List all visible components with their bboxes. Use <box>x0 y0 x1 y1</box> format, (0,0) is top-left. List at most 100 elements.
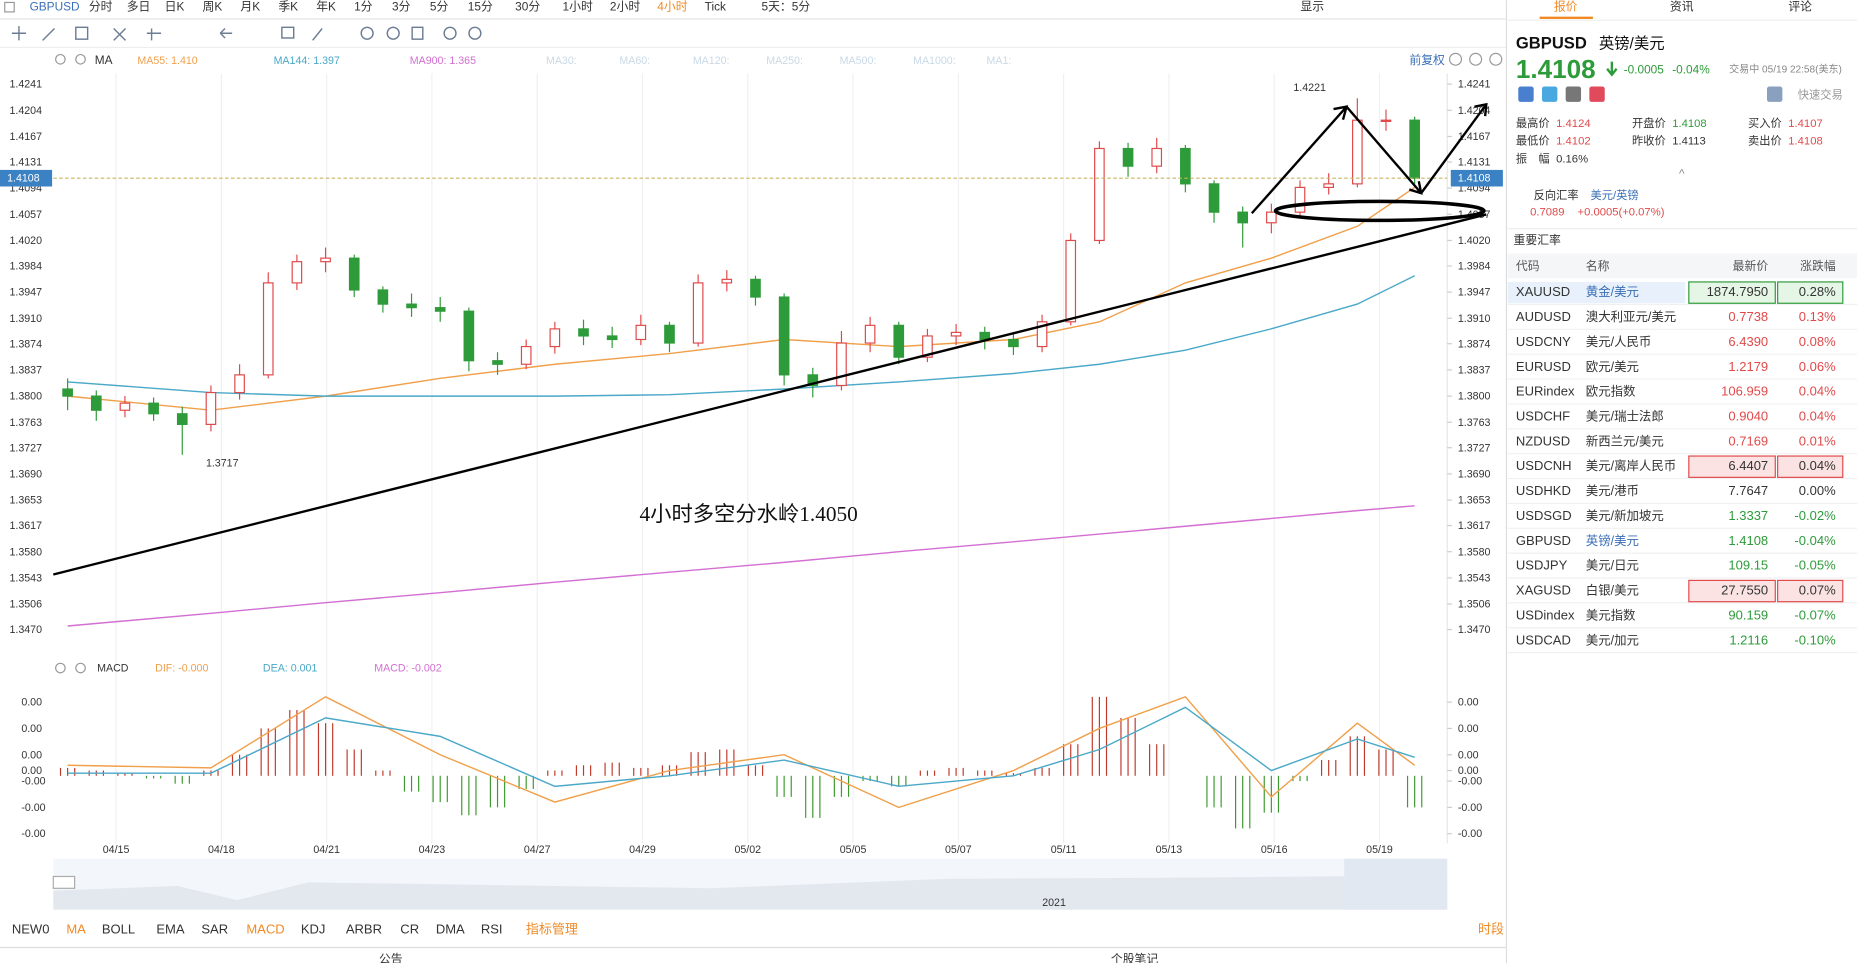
table-header-bg <box>1507 253 1857 279</box>
period-tab[interactable]: 分时 <box>89 0 113 14</box>
footer-tab[interactable]: 公告 <box>379 952 403 963</box>
row-code[interactable]: EURUSD <box>1516 359 1571 374</box>
symbol[interactable]: GBPUSD <box>30 0 80 14</box>
tool-icon[interactable] <box>468 26 482 40</box>
reverse-pair[interactable]: 美元/英镑 <box>1591 188 1639 202</box>
indicator-tab[interactable]: CR <box>400 921 419 936</box>
y-tick-label: 1.4131 <box>1458 156 1491 168</box>
tool-icon[interactable] <box>146 28 162 41</box>
drawing-tools[interactable] <box>11 26 482 41</box>
symbol: GBPUSD <box>1516 34 1587 53</box>
row-code[interactable]: GBPUSD <box>1516 533 1571 548</box>
period-tab[interactable]: 1小时 <box>563 0 593 14</box>
period-tab[interactable]: 5分 <box>430 0 449 14</box>
y-tick-label: 1.3506 <box>9 599 42 611</box>
column-header: 涨跌幅 <box>1800 259 1836 273</box>
quote-icons[interactable] <box>1518 86 1783 102</box>
row-code[interactable]: USDCNH <box>1516 458 1572 473</box>
y-tick-label: 1.3837 <box>1458 364 1491 376</box>
tool-icon[interactable] <box>443 26 457 40</box>
session-button[interactable]: 时段 <box>1478 921 1504 936</box>
row-code[interactable]: USDCHF <box>1516 409 1570 424</box>
period-tab[interactable]: 5天：5分 <box>762 0 811 14</box>
period-tab[interactable]: 季K <box>278 0 298 14</box>
side-tab[interactable]: 评论 <box>1788 0 1812 14</box>
close-icon[interactable] <box>75 662 86 674</box>
indicator-tab[interactable]: BOLL <box>102 921 135 936</box>
tool-icon[interactable] <box>386 26 400 40</box>
tool-icon[interactable] <box>42 27 55 41</box>
indicator-manage[interactable]: 指标管理 <box>526 921 578 936</box>
period-tab[interactable]: 30分 <box>515 0 540 14</box>
close-icon[interactable] <box>75 53 86 65</box>
minimize-icon[interactable] <box>1469 52 1483 66</box>
tool-icon[interactable] <box>281 26 295 39</box>
period-tab[interactable]: 3分 <box>392 0 411 14</box>
tool-icon[interactable] <box>360 26 374 40</box>
period-tab[interactable]: 月K <box>240 0 260 14</box>
period-tab[interactable]: 年K <box>316 0 336 14</box>
row-code[interactable]: XAGUSD <box>1516 583 1571 598</box>
candle-body <box>62 388 73 397</box>
row-code[interactable]: EURindex <box>1516 384 1575 399</box>
icon[interactable] <box>1565 86 1582 102</box>
row-code[interactable]: NZDUSD <box>1516 433 1570 448</box>
tool-icon[interactable] <box>219 27 233 39</box>
footer-tab[interactable]: 个股笔记 <box>1111 952 1158 963</box>
indicator-tab[interactable]: EMA <box>156 921 185 936</box>
row-change: -0.10% <box>1794 632 1836 647</box>
indicator-tab[interactable]: KDJ <box>301 921 326 936</box>
tool-icon[interactable] <box>312 28 323 41</box>
tool-icon[interactable] <box>11 26 27 41</box>
collapse-caret[interactable]: ^ <box>1679 167 1685 181</box>
row-code[interactable]: AUDUSD <box>1516 309 1571 324</box>
panel-controls[interactable] <box>55 52 1503 674</box>
row-code[interactable]: XAUUSD <box>1516 284 1570 299</box>
collapse-icon[interactable] <box>1449 52 1463 66</box>
period-tab[interactable]: 4小时 <box>657 0 687 14</box>
period-tab[interactable]: 日K <box>165 0 185 14</box>
indicator-tab[interactable]: RSI <box>481 921 503 936</box>
overview-window[interactable] <box>1344 858 1448 910</box>
row-code[interactable]: USDindex <box>1516 607 1575 622</box>
settings-icon[interactable] <box>55 662 66 674</box>
overview-handle[interactable] <box>52 875 76 889</box>
indicator-tab[interactable]: ARBR <box>346 921 382 936</box>
tool-icon[interactable] <box>113 27 127 41</box>
icon[interactable] <box>1589 86 1605 102</box>
side-tab[interactable]: 报价 <box>1554 0 1578 14</box>
period-tab[interactable]: 周K <box>203 0 223 14</box>
period-tab[interactable]: 2小时 <box>610 0 640 14</box>
icon[interactable] <box>1518 86 1534 102</box>
x-tick-label: 04/23 <box>419 844 446 856</box>
adjust-label[interactable]: 前复权 <box>1409 53 1445 67</box>
quick-trade[interactable]: 快速交易 <box>1798 87 1843 101</box>
period-tab[interactable]: 15分 <box>468 0 493 14</box>
icon[interactable] <box>1541 86 1558 102</box>
row-code[interactable]: USDHKD <box>1516 483 1571 498</box>
period-tab[interactable]: 1分 <box>354 0 373 14</box>
indicator-tab[interactable]: DMA <box>436 921 465 936</box>
tool-icon[interactable] <box>411 26 424 40</box>
y-tick-label: 1.3580 <box>9 546 42 558</box>
display-menu[interactable]: 显示 <box>1300 0 1324 14</box>
icon[interactable] <box>1766 86 1783 102</box>
x-tick-label: 04/27 <box>524 844 551 856</box>
row-code[interactable]: USDSGD <box>1516 508 1572 523</box>
settings-icon[interactable] <box>55 53 66 65</box>
y-tick-label: 1.3727 <box>1458 442 1491 454</box>
row-code[interactable]: USDJPY <box>1516 558 1568 573</box>
add-icon[interactable] <box>1489 52 1503 66</box>
period-tab[interactable]: 多日 <box>127 0 151 14</box>
indicator-tab[interactable]: MACD <box>246 921 284 936</box>
row-code[interactable]: USDCNY <box>1516 334 1571 349</box>
row-code[interactable]: USDCAD <box>1516 632 1571 647</box>
legend-entry: MA1: <box>987 55 1012 67</box>
period-tab[interactable]: Tick <box>705 0 726 14</box>
side-tab[interactable]: 资讯 <box>1670 0 1694 14</box>
indicator-tab[interactable]: MA <box>66 921 86 936</box>
indicator-tab[interactable]: SAR <box>201 921 228 936</box>
indicator-tab[interactable]: NEW0 <box>12 921 50 936</box>
row-price: 1874.7950 <box>1707 284 1769 299</box>
tool-icon[interactable] <box>75 26 89 40</box>
